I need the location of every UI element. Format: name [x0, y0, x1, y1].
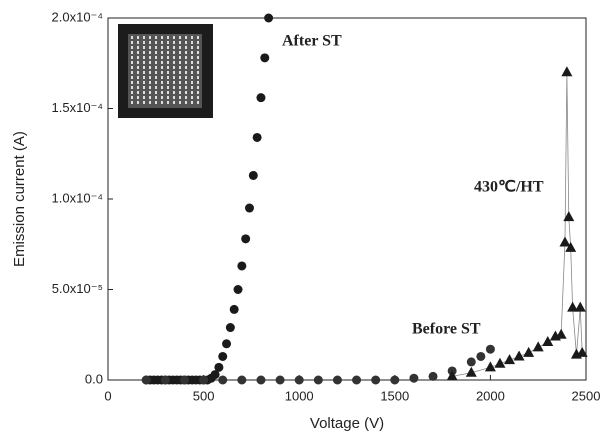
x-tick-label: 1000	[285, 388, 314, 403]
data-point	[218, 351, 228, 361]
data-point	[248, 170, 258, 180]
data-point	[561, 66, 573, 77]
data-point	[260, 53, 270, 63]
data-point	[532, 341, 544, 352]
data-point	[504, 354, 516, 365]
data-point	[256, 93, 266, 103]
data-point	[241, 234, 251, 244]
data-point	[237, 261, 247, 271]
data-point	[523, 346, 535, 357]
data-point	[466, 357, 476, 367]
data-point	[275, 375, 285, 385]
y-axis-title: Emission current (A)	[11, 131, 28, 267]
x-tick-label: 1500	[380, 388, 409, 403]
data-point	[160, 375, 170, 385]
y-tick-label: 5.0x10⁻⁵	[52, 281, 103, 296]
series-annotation: 430℃/HT	[474, 179, 544, 196]
data-point	[264, 13, 274, 23]
data-point	[476, 351, 486, 361]
data-point	[465, 366, 477, 377]
x-tick-label: 0	[104, 388, 111, 403]
data-point	[352, 375, 362, 385]
data-point	[574, 301, 586, 312]
x-axis-title: Voltage (V)	[310, 415, 384, 432]
data-point	[233, 285, 243, 294]
x-tick-label: 2500	[572, 388, 601, 403]
data-point	[252, 132, 262, 142]
data-point	[563, 211, 575, 222]
data-point	[237, 375, 247, 385]
data-point	[576, 346, 588, 357]
data-point	[244, 203, 254, 213]
data-point	[567, 301, 579, 312]
y-tick-label: 1.5x10⁻⁴	[52, 100, 103, 115]
data-point	[214, 362, 224, 372]
series-annotation: Before ST	[412, 321, 481, 338]
data-point	[332, 375, 342, 385]
data-point	[210, 370, 220, 380]
data-point	[179, 375, 189, 385]
data-point	[222, 339, 232, 349]
data-point	[485, 344, 495, 354]
data-point	[559, 236, 571, 247]
x-tick-label: 500	[193, 388, 215, 403]
data-point	[446, 370, 458, 381]
data-point	[513, 350, 525, 361]
data-point	[371, 375, 381, 385]
data-point	[565, 241, 577, 252]
x-tick-label: 2000	[476, 388, 505, 403]
data-point	[218, 375, 228, 385]
data-point	[542, 335, 554, 346]
data-point	[199, 375, 209, 385]
y-tick-label: 0.0	[85, 371, 103, 386]
y-tick-label: 2.0x10⁻⁴	[52, 9, 103, 24]
data-point	[225, 323, 235, 333]
data-point	[428, 371, 438, 381]
y-tick-label: 1.0x10⁻⁴	[52, 190, 103, 205]
data-point	[141, 375, 151, 385]
data-point	[409, 373, 419, 383]
data-point	[484, 361, 496, 372]
data-point	[494, 357, 506, 368]
inset-image	[118, 24, 213, 118]
data-point	[256, 375, 266, 385]
data-point	[294, 375, 304, 385]
data-point	[390, 375, 400, 385]
series-annotation: After ST	[282, 33, 342, 50]
data-point	[555, 328, 567, 339]
data-point	[229, 304, 239, 314]
data-point	[313, 375, 323, 385]
